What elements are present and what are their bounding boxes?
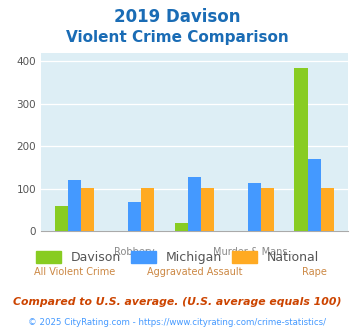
Text: Aggravated Assault: Aggravated Assault <box>147 267 242 277</box>
Legend: Davison, Michigan, National: Davison, Michigan, National <box>31 246 324 269</box>
Bar <box>81 188 94 231</box>
Bar <box>321 188 334 231</box>
Bar <box>261 188 274 231</box>
Text: Violent Crime Comparison: Violent Crime Comparison <box>66 30 289 45</box>
Bar <box>188 177 201 231</box>
Text: Robbery: Robbery <box>114 247 155 257</box>
Bar <box>141 188 154 231</box>
Bar <box>128 202 141 231</box>
Bar <box>201 188 214 231</box>
Bar <box>68 180 81 231</box>
Bar <box>248 183 261 231</box>
Text: Murder & Mans...: Murder & Mans... <box>213 247 296 257</box>
Bar <box>175 223 188 231</box>
Text: 2019 Davison: 2019 Davison <box>114 8 241 26</box>
Text: All Violent Crime: All Violent Crime <box>34 267 115 277</box>
Bar <box>294 68 307 231</box>
Text: Compared to U.S. average. (U.S. average equals 100): Compared to U.S. average. (U.S. average … <box>13 297 342 307</box>
Text: © 2025 CityRating.com - https://www.cityrating.com/crime-statistics/: © 2025 CityRating.com - https://www.city… <box>28 318 327 327</box>
Bar <box>55 206 68 231</box>
Bar <box>307 159 321 231</box>
Text: Rape: Rape <box>302 267 327 277</box>
